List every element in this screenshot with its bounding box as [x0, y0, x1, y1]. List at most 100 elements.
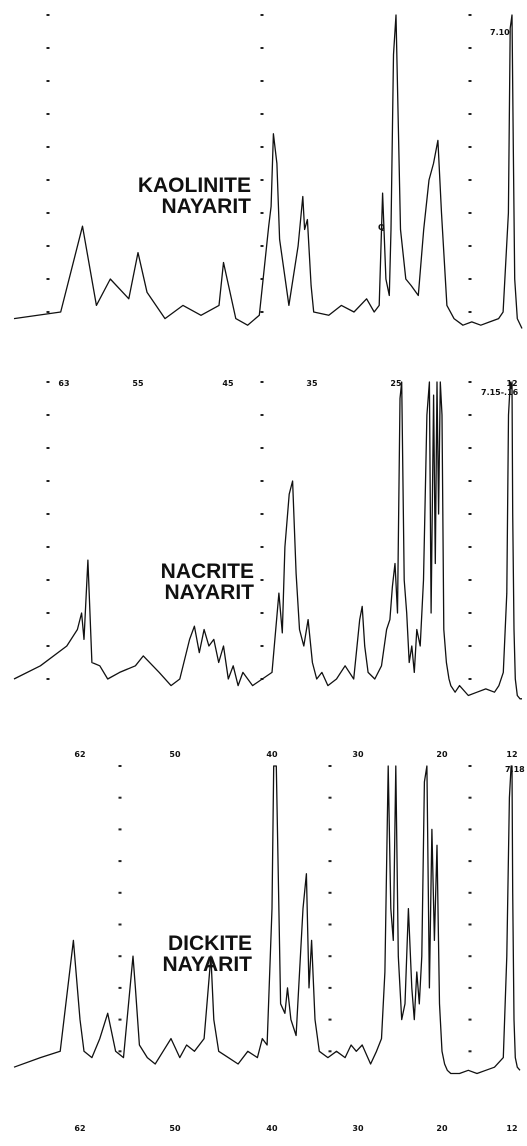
y-scale-dot-1-20 [260, 278, 264, 280]
y-scale-dot-2-20 [468, 278, 472, 280]
y-scale-dot-2-40 [468, 212, 472, 214]
y-scale-dot-2-100 [468, 765, 472, 767]
sample-title-line-1: NAYARIT [162, 195, 252, 218]
sample-title-line-0: DICKITE [168, 932, 252, 955]
y-scale-dot-1-60 [328, 891, 332, 894]
y-scale-dot-2-20 [468, 1018, 472, 1021]
y-scale-dot-2-100 [468, 381, 472, 383]
x-tick-label-20: 20 [436, 1124, 448, 1133]
y-scale-dot-0-40 [46, 579, 50, 581]
y-scale-dot-1-20 [328, 1018, 332, 1021]
y-scale-dot-2-10 [468, 311, 472, 313]
y-scale-dot-0-90 [46, 414, 50, 416]
y-scale-dot-0-60 [118, 891, 122, 894]
y-scale-dot-2-60 [468, 513, 472, 515]
y-scale-dot-1-100 [328, 765, 332, 767]
y-scale-dot-1-100 [260, 14, 264, 16]
diffraction-trace-0 [13, 381, 522, 700]
y-scale-dot-2-10 [468, 1050, 472, 1053]
y-scale-dot-0-20 [46, 278, 50, 280]
y-scale-dot-2-90 [468, 47, 472, 49]
x-tick-label-12: 12 [506, 1124, 517, 1133]
y-scale-dot-0-50 [46, 546, 50, 548]
x-tick-label-62: 62 [74, 750, 85, 759]
y-scale-dot-0-60 [46, 513, 50, 515]
y-scale-dot-1-50 [328, 923, 332, 926]
y-scale-dot-0-20 [46, 645, 50, 647]
y-scale-dot-0-100 [118, 765, 122, 767]
x-tick-label-55: 55 [132, 379, 144, 388]
y-scale-dot-2-90 [468, 414, 472, 416]
y-scale-dot-1-30 [260, 245, 264, 247]
y-scale-dot-1-90 [260, 47, 264, 49]
y-scale-dot-1-40 [260, 212, 264, 214]
x-tick-label-62: 62 [74, 1124, 85, 1133]
peak-label-1: Q [378, 223, 385, 232]
y-scale-dot-0-70 [46, 113, 50, 115]
y-scale-dot-1-10 [328, 1050, 332, 1053]
y-scale-dot-2-30 [468, 612, 472, 614]
y-scale-dot-0-10 [46, 678, 50, 680]
y-scale-dot-1-30 [260, 612, 264, 614]
x-tick-label-40: 40 [266, 1124, 278, 1133]
y-scale-dot-0-80 [46, 447, 50, 449]
diffraction-trace-0 [13, 14, 523, 329]
y-scale-dot-2-80 [468, 447, 472, 449]
y-scale-dot-1-60 [260, 513, 264, 515]
x-tick-label-12: 12 [506, 750, 517, 759]
y-scale-dot-0-70 [46, 480, 50, 482]
y-scale-dot-0-50 [46, 179, 50, 181]
x-tick-label-30: 30 [352, 750, 364, 759]
y-scale-dot-0-90 [46, 47, 50, 49]
y-scale-dot-0-40 [46, 212, 50, 214]
y-scale-dot-1-70 [260, 480, 264, 482]
y-scale-dot-0-90 [118, 796, 122, 799]
y-scale-dot-1-40 [328, 955, 332, 958]
y-scale-dot-0-80 [46, 80, 50, 82]
x-tick-label-30: 30 [352, 1124, 364, 1133]
x-tick-label-35: 35 [306, 379, 318, 388]
y-scale-dot-1-100 [260, 381, 264, 383]
y-scale-dot-0-30 [46, 245, 50, 247]
diffraction-trace-0 [13, 765, 521, 1075]
x-tick-label-50: 50 [169, 750, 181, 759]
y-scale-dot-1-60 [260, 146, 264, 148]
y-scale-dot-1-50 [260, 546, 264, 548]
y-scale-dot-0-70 [118, 860, 122, 863]
sample-title-line-0: NACRITE [161, 560, 254, 583]
y-scale-dot-0-40 [118, 955, 122, 958]
y-scale-dot-2-20 [468, 645, 472, 647]
x-tick-label-20: 20 [436, 750, 448, 759]
y-scale-dot-2-30 [468, 245, 472, 247]
y-scale-dot-1-50 [260, 179, 264, 181]
y-scale-dot-2-40 [468, 579, 472, 581]
y-scale-dot-0-80 [118, 828, 122, 831]
y-scale-dot-1-80 [328, 828, 332, 831]
y-scale-dot-1-40 [260, 579, 264, 581]
y-scale-dot-2-50 [468, 179, 472, 181]
sample-title-line-1: NAYARIT [163, 953, 253, 976]
y-scale-dot-2-70 [468, 860, 472, 863]
y-scale-dot-0-10 [46, 311, 50, 313]
x-tick-label-45: 45 [222, 379, 234, 388]
y-scale-dot-2-40 [468, 955, 472, 958]
y-scale-dot-0-100 [46, 381, 50, 383]
y-scale-dot-2-50 [468, 546, 472, 548]
y-scale-dot-0-20 [118, 1018, 122, 1021]
y-scale-dot-0-30 [46, 612, 50, 614]
y-scale-dot-2-80 [468, 828, 472, 831]
y-scale-dot-0-60 [46, 146, 50, 148]
y-scale-dot-1-20 [260, 645, 264, 647]
y-scale-dot-1-90 [328, 796, 332, 799]
peak-label-0: 7.15-.16 [481, 388, 519, 397]
y-scale-dot-2-60 [468, 146, 472, 148]
sample-title-line-0: KAOLINITE [138, 174, 251, 197]
peak-label-0: 7.10 [490, 28, 510, 37]
y-scale-dot-2-90 [468, 796, 472, 799]
sample-title-line-1: NAYARIT [165, 581, 255, 604]
y-scale-dot-1-10 [260, 311, 264, 313]
y-scale-dot-0-100 [46, 14, 50, 16]
